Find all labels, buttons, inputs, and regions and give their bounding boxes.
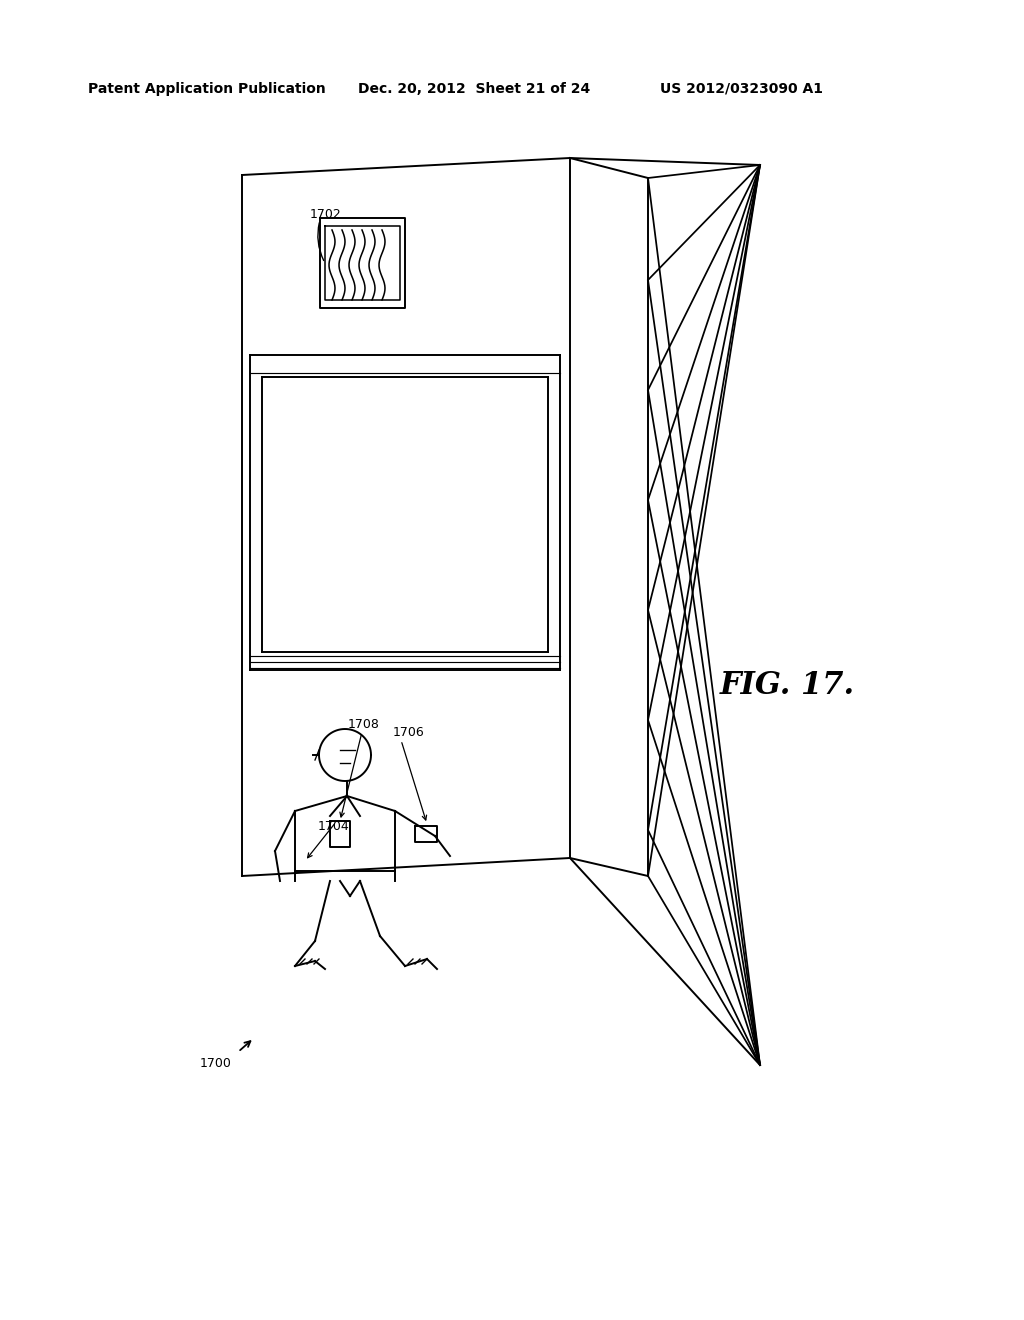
Text: 1708: 1708 xyxy=(348,718,380,731)
Text: 1700: 1700 xyxy=(200,1057,231,1071)
Text: US 2012/0323090 A1: US 2012/0323090 A1 xyxy=(660,82,823,96)
Text: Dec. 20, 2012  Sheet 21 of 24: Dec. 20, 2012 Sheet 21 of 24 xyxy=(358,82,590,96)
Text: Patent Application Publication: Patent Application Publication xyxy=(88,82,326,96)
Text: 1706: 1706 xyxy=(393,726,425,739)
Text: 1702: 1702 xyxy=(310,209,342,220)
Text: 1704: 1704 xyxy=(318,820,350,833)
Text: FIG. 17.: FIG. 17. xyxy=(720,669,855,701)
